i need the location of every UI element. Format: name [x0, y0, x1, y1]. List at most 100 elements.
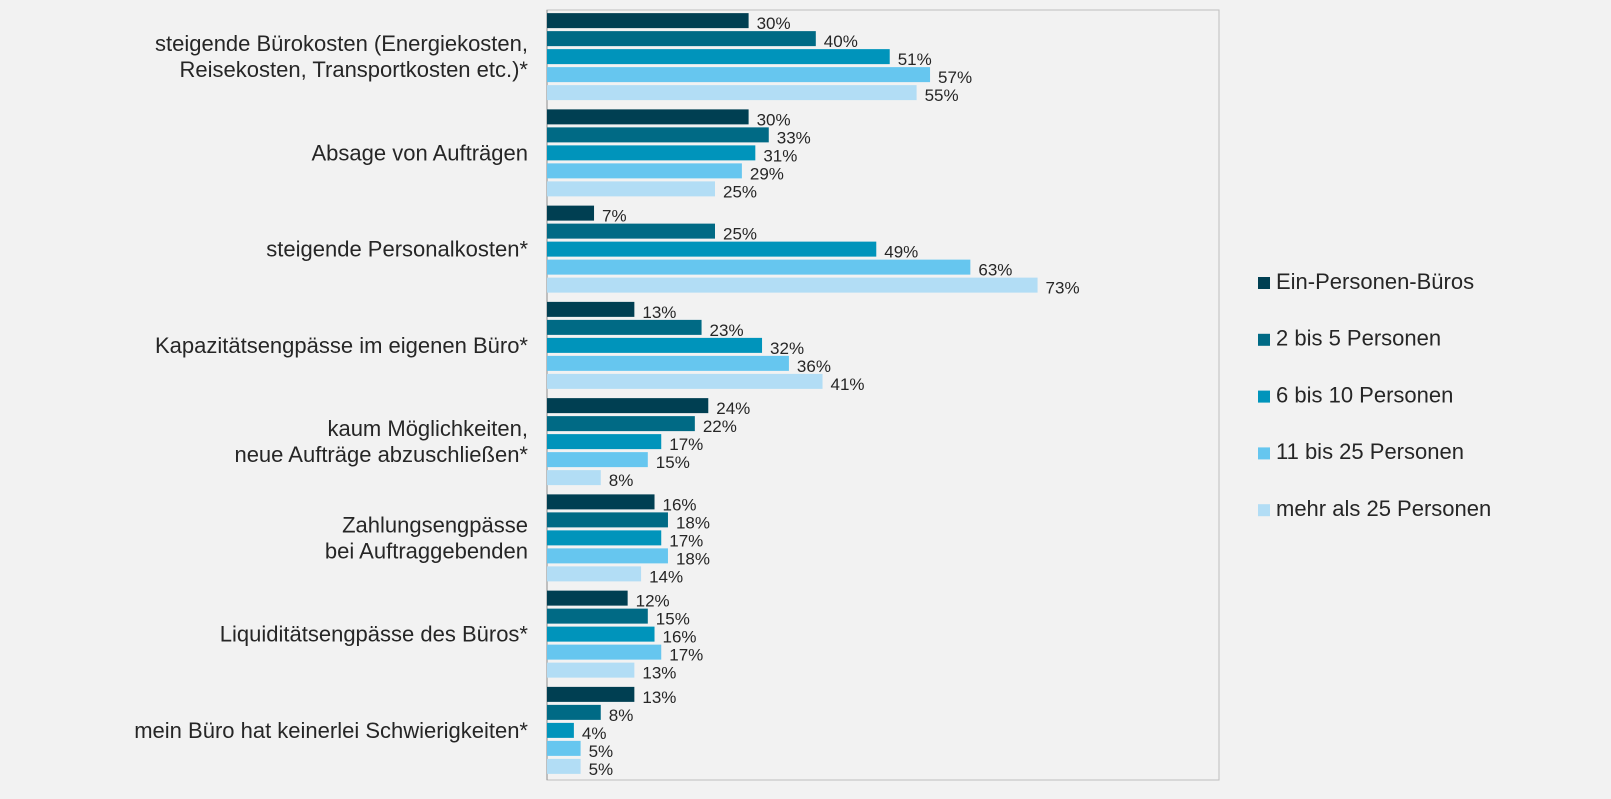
- bar: [547, 67, 931, 83]
- value-label: 5%: [589, 742, 614, 761]
- category-label: steigende Bürokosten (Energiekosten, Reis…: [155, 31, 528, 82]
- value-label: 23%: [710, 321, 744, 340]
- bar: [547, 301, 635, 317]
- value-label: 17%: [669, 435, 703, 454]
- bar: [547, 277, 1038, 293]
- value-label: 22%: [703, 417, 737, 436]
- value-label: 25%: [723, 182, 757, 201]
- value-label: 18%: [676, 513, 710, 532]
- legend-label: mehr als 25 Personen: [1276, 496, 1491, 521]
- bar: [547, 85, 917, 101]
- value-label: 29%: [750, 164, 784, 183]
- bar: [547, 319, 702, 335]
- bar: [547, 704, 601, 720]
- bar: [547, 31, 816, 47]
- value-label: 13%: [642, 688, 676, 707]
- bar: [547, 740, 581, 756]
- value-label: 49%: [884, 243, 918, 262]
- value-label: 15%: [656, 453, 690, 472]
- legend-swatch: [1258, 333, 1270, 346]
- bar: [547, 241, 877, 257]
- bar: [547, 494, 655, 510]
- value-label: 41%: [831, 375, 865, 394]
- category-label: kaum Möglichkeiten, neue Aufträge abzusch…: [234, 416, 528, 467]
- bar: [547, 530, 662, 546]
- value-label: 17%: [669, 531, 703, 550]
- bar: [547, 416, 695, 432]
- value-label: 5%: [589, 760, 614, 779]
- bar: [547, 626, 655, 642]
- bar: [547, 398, 709, 414]
- category-label: Kapazitätsengpässe im eigenen Büro*: [155, 333, 528, 358]
- category-label: mein Büro hat keinerlei Schwierigkeiten*: [134, 718, 528, 743]
- bar: [547, 644, 662, 660]
- bar: [547, 662, 635, 678]
- value-label: 17%: [669, 646, 703, 665]
- bar: [547, 145, 756, 161]
- legend-swatch: [1258, 504, 1270, 517]
- value-label: 18%: [676, 549, 710, 568]
- bar: [547, 13, 749, 29]
- category-label: Zahlungsengpässe bei Auftraggebenden: [325, 512, 528, 563]
- value-label: 32%: [770, 339, 804, 358]
- category-label: Liquiditätsengpässe des Büros*: [220, 621, 529, 646]
- bar: [547, 512, 668, 528]
- value-label: 33%: [777, 128, 811, 147]
- legend-swatch: [1258, 447, 1270, 460]
- value-label: 30%: [757, 110, 791, 129]
- value-label: 57%: [938, 68, 972, 87]
- bar: [547, 590, 628, 606]
- value-label: 31%: [763, 146, 797, 165]
- legend-label: 6 bis 10 Personen: [1276, 382, 1453, 407]
- value-label: 14%: [649, 567, 683, 586]
- bar: [547, 355, 789, 371]
- bar: [547, 181, 715, 197]
- value-label: 63%: [978, 261, 1012, 280]
- bar: [547, 722, 574, 738]
- bar: [547, 163, 742, 179]
- bar: [547, 127, 769, 143]
- bar: [547, 337, 763, 353]
- value-label: 55%: [925, 86, 959, 105]
- legend-swatch: [1258, 390, 1270, 403]
- value-label: 8%: [609, 706, 634, 725]
- value-label: 16%: [663, 628, 697, 647]
- category-label: Absage von Aufträgen: [312, 140, 529, 165]
- bar: [547, 259, 971, 275]
- bar: [547, 470, 601, 486]
- legend-label: 11 bis 25 Personen: [1276, 439, 1464, 464]
- bar: [547, 548, 668, 564]
- value-label: 30%: [757, 14, 791, 33]
- value-label: 4%: [582, 724, 607, 743]
- value-label: 13%: [642, 303, 676, 322]
- value-label: 73%: [1046, 279, 1080, 298]
- bar: [547, 109, 749, 125]
- bar: [547, 686, 635, 702]
- value-label: 51%: [898, 50, 932, 69]
- legend-label: 2 bis 5 Personen: [1276, 326, 1441, 351]
- bar: [547, 758, 581, 774]
- bar: [547, 223, 715, 239]
- category-label: steigende Personalkosten*: [266, 236, 528, 261]
- bar: [547, 373, 823, 389]
- bar: [547, 49, 890, 65]
- value-label: 12%: [636, 592, 670, 611]
- bar: [547, 608, 648, 624]
- value-label: 16%: [663, 495, 697, 514]
- value-label: 40%: [824, 32, 858, 51]
- value-label: 36%: [797, 357, 831, 376]
- legend-label: Ein-Personen-Büros: [1276, 269, 1474, 294]
- bar: [547, 566, 642, 582]
- bar: [547, 205, 595, 221]
- value-label: 13%: [642, 664, 676, 683]
- bar: [547, 434, 662, 450]
- bar: [547, 452, 648, 468]
- value-label: 25%: [723, 225, 757, 244]
- legend-swatch: [1258, 277, 1270, 289]
- value-label: 15%: [656, 610, 690, 629]
- value-label: 24%: [716, 399, 750, 418]
- value-label: 7%: [602, 207, 627, 226]
- value-label: 8%: [609, 471, 634, 490]
